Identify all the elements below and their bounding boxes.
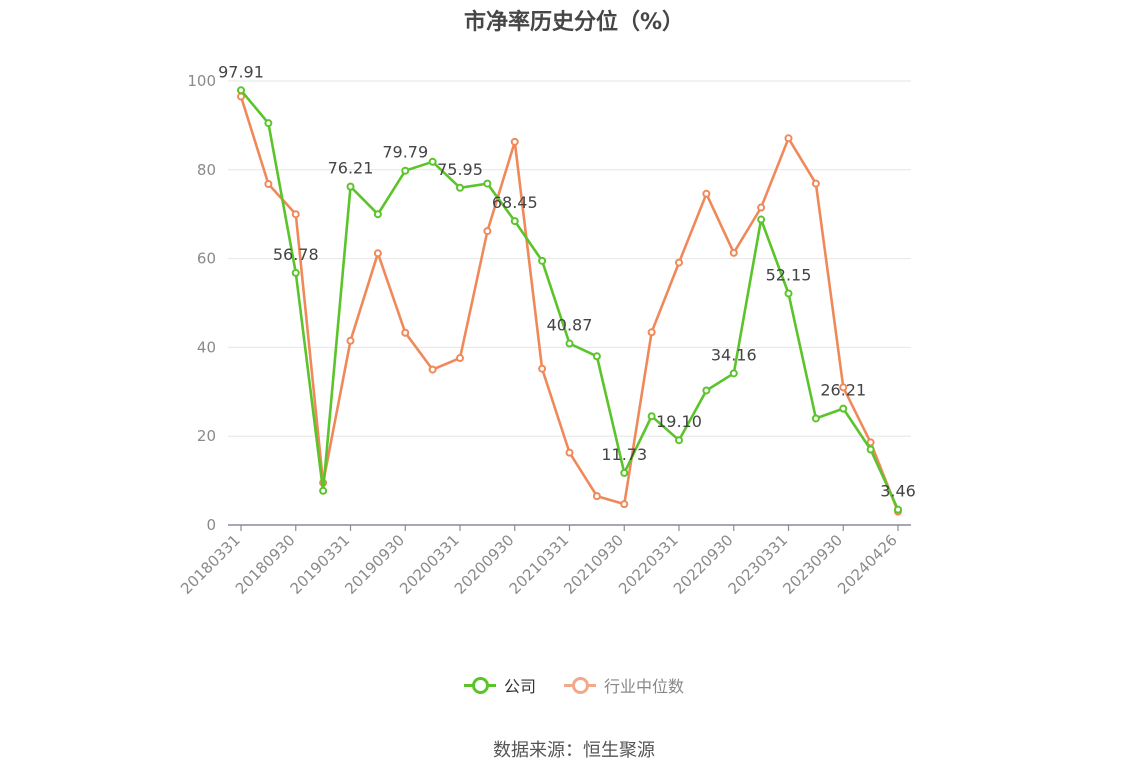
data-point-series-1 bbox=[592, 492, 601, 501]
chart-title: 市净率历史分位（%） bbox=[463, 10, 685, 35]
data-point-series-0 bbox=[647, 412, 656, 421]
data-point-series-0 bbox=[264, 119, 273, 128]
legend-item-industry-median[interactable]: 行业中位数 bbox=[564, 673, 684, 697]
data-point-series-0 bbox=[729, 369, 738, 378]
data-point-series-0 bbox=[565, 339, 574, 348]
data-point-series-1 bbox=[620, 500, 629, 509]
data-point-series-1 bbox=[401, 328, 410, 337]
data-point-series-1 bbox=[675, 258, 683, 267]
data-label: 34.16 bbox=[711, 345, 757, 364]
series-line-0 bbox=[240, 89, 900, 511]
data-point-series-0 bbox=[757, 215, 766, 224]
data-point-series-1 bbox=[866, 438, 875, 447]
data-point-series-1 bbox=[373, 249, 382, 258]
data-point-series-1 bbox=[565, 448, 574, 457]
data-point-series-1 bbox=[428, 365, 437, 374]
y-tick-label: 100 bbox=[187, 72, 216, 90]
data-point-series-0 bbox=[510, 217, 519, 226]
y-tick-label: 20 bbox=[197, 427, 216, 445]
data-point-series-1 bbox=[264, 180, 273, 189]
data-point-series-0 bbox=[346, 182, 355, 191]
data-point-series-1 bbox=[757, 203, 766, 212]
data-point-series-0 bbox=[784, 289, 793, 298]
data-point-series-1 bbox=[291, 210, 300, 219]
data-point-series-0 bbox=[319, 486, 328, 495]
y-tick-label: 40 bbox=[197, 338, 216, 356]
data-point-series-1 bbox=[811, 179, 820, 188]
data-label: 76.21 bbox=[328, 159, 374, 178]
data-label: 97.91 bbox=[218, 62, 264, 81]
data-point-series-0 bbox=[620, 468, 629, 477]
data-point-series-0 bbox=[592, 352, 601, 361]
legend: 公司 行业中位数 bbox=[0, 673, 1148, 697]
legend-label-company: 公司 bbox=[503, 677, 536, 696]
data-label: 3.46 bbox=[880, 482, 916, 501]
data-point-series-0 bbox=[839, 404, 848, 413]
data-point-series-1 bbox=[647, 328, 656, 337]
y-tick-label: 60 bbox=[197, 250, 216, 268]
data-point-series-1 bbox=[839, 383, 848, 392]
y-tick-label: 80 bbox=[197, 161, 216, 179]
data-point-series-1 bbox=[483, 227, 492, 236]
data-point-series-1 bbox=[456, 354, 464, 363]
legend-item-company[interactable]: 公司 bbox=[463, 673, 536, 697]
data-point-series-1 bbox=[729, 248, 738, 257]
data-label: 26.21 bbox=[820, 381, 866, 400]
data-label: 56.78 bbox=[273, 245, 319, 264]
data-point-series-0 bbox=[401, 166, 410, 175]
legend-swatch-company bbox=[463, 676, 496, 694]
data-point-series-0 bbox=[675, 436, 683, 445]
data-label: 40.87 bbox=[547, 316, 593, 335]
data-point-series-1 bbox=[346, 336, 355, 345]
data-point-series-0 bbox=[538, 256, 547, 265]
x-tick-label: 20240426 bbox=[834, 531, 901, 598]
legend-label-industry-median: 行业中位数 bbox=[604, 677, 685, 696]
data-source: 数据来源：恒生聚源 bbox=[493, 740, 655, 761]
data-point-series-0 bbox=[894, 505, 902, 514]
data-label: 52.15 bbox=[766, 265, 812, 284]
data-point-series-1 bbox=[510, 137, 519, 146]
data-point-series-0 bbox=[483, 179, 492, 188]
data-point-series-0 bbox=[702, 386, 711, 395]
data-label: 11.73 bbox=[601, 445, 647, 464]
data-point-series-0 bbox=[866, 445, 875, 454]
data-label: 79.79 bbox=[382, 143, 428, 162]
legend-swatch-industry-median bbox=[564, 676, 596, 694]
data-point-series-1 bbox=[784, 134, 793, 143]
data-point-series-0 bbox=[237, 86, 245, 95]
data-label: 75.95 bbox=[437, 160, 483, 179]
data-point-series-0 bbox=[456, 183, 464, 192]
data-point-series-0 bbox=[811, 414, 820, 423]
data-point-series-0 bbox=[291, 268, 300, 277]
data-point-series-0 bbox=[428, 157, 437, 166]
y-tick-label: 0 bbox=[206, 516, 216, 534]
data-label: 19.10 bbox=[656, 412, 702, 431]
data-point-series-1 bbox=[702, 189, 711, 198]
data-label: 68.45 bbox=[492, 193, 538, 212]
data-point-series-1 bbox=[538, 364, 547, 373]
data-point-series-0 bbox=[373, 210, 382, 219]
